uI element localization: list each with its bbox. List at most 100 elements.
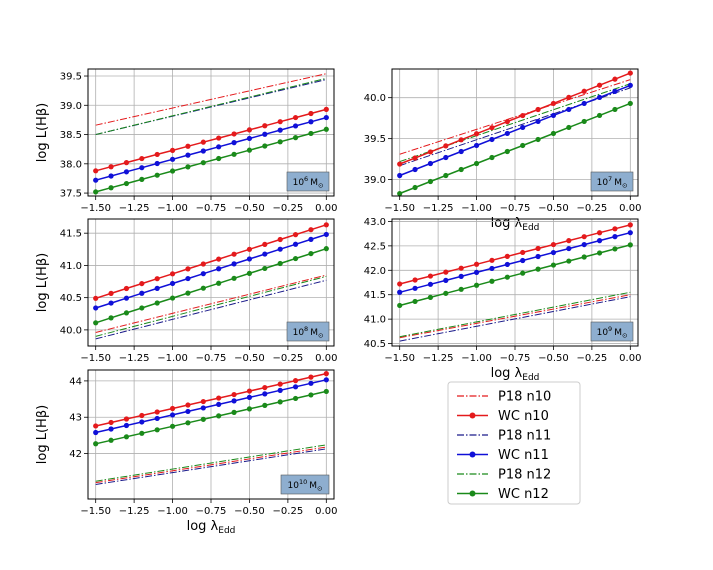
series-wc-n11-point: [185, 152, 191, 158]
series-wc-n10-point: [596, 82, 603, 88]
series-wc-n10-point: [504, 119, 510, 125]
y-tick-label: 40.0: [60, 325, 82, 336]
y-tick-label: 43.0: [364, 217, 386, 228]
mass-annotation-label: 107 M⊙: [597, 175, 628, 190]
series-wc-n12-point: [323, 126, 329, 132]
y-tick-label: 40.0: [364, 93, 386, 104]
series-wc-n11-point: [154, 160, 160, 167]
y-tick-label: 41.0: [364, 315, 386, 326]
x-tick-label: −1.25: [119, 506, 150, 517]
series-wc-n10-line: [399, 224, 631, 285]
series-wc-n12-point: [185, 420, 191, 426]
series-wc-n12-point: [489, 154, 495, 161]
series-wc-n10-point: [169, 405, 176, 412]
series-wc-n11-point: [169, 156, 176, 162]
series-wc-n11-point: [443, 154, 449, 161]
series-wc-n10-point: [581, 88, 587, 94]
legend-label-wc-n11: WC n11: [498, 448, 549, 463]
x-tick-label: −1.00: [157, 506, 188, 517]
series-wc-n11-point: [323, 377, 329, 383]
y-tick-label: 40.5: [60, 293, 82, 304]
series-wc-n12-point: [627, 100, 633, 107]
x-tick-label: −1.50: [80, 353, 111, 364]
series-wc-n10-point: [292, 114, 299, 121]
series-wc-n11-point: [216, 266, 222, 272]
series-wc-n11-point: [535, 118, 541, 125]
x-tick-label: 0.00: [619, 203, 641, 214]
x-axis-label: log λEdd: [491, 216, 540, 233]
series-wc-n11-point: [581, 241, 587, 248]
series-wc-n10-point: [231, 391, 237, 398]
series-wc-n12-point: [566, 124, 572, 131]
x-tick-label: 0.00: [315, 203, 337, 214]
series-wc-n11-point: [596, 94, 603, 101]
y-tick-label: 41.5: [60, 229, 82, 240]
mass-annotation-box: [590, 171, 634, 192]
x-tick-label: −0.50: [234, 353, 265, 364]
series-wc-n12-point: [93, 320, 99, 326]
series-wc-n12-point: [154, 172, 160, 178]
series-wc-n10-point: [246, 388, 253, 394]
series-wc-n10-point: [93, 295, 99, 301]
series-wc-n11-point: [123, 295, 130, 301]
series-wc-n11-point: [231, 261, 237, 267]
mass-annotation-label: 108 M⊙: [293, 325, 324, 340]
series-wc-n11-point: [216, 401, 222, 407]
series-wc-n11-point: [612, 234, 618, 240]
y-tick-label: 42: [69, 449, 82, 460]
series-wc-n10-point: [308, 110, 314, 117]
series-wc-n11-line: [95, 233, 327, 309]
series-wc-n10-point: [123, 160, 130, 166]
series-group: [93, 222, 329, 340]
series-wc-n11-point: [262, 131, 268, 137]
series-wc-n12-point: [200, 160, 206, 166]
series-group: [397, 222, 633, 342]
series-wc-n11-point: [397, 289, 403, 295]
series-wc-n10-point: [231, 251, 237, 257]
x-tick-label: −1.50: [384, 353, 415, 364]
series-wc-n11-point: [308, 380, 314, 386]
series-wc-n12-point: [612, 246, 618, 252]
series-group: [93, 73, 329, 195]
series-wc-n10-point: [200, 139, 206, 145]
series-wc-n10-point: [123, 285, 130, 292]
x-tick-label: −1.00: [461, 353, 492, 364]
series-p18-n12-line: [95, 275, 327, 337]
series-wc-n11-point: [520, 124, 526, 131]
series-wc-n10-point: [308, 374, 314, 380]
y-tick-label: 41.5: [364, 290, 386, 301]
series-wc-n10-point: [200, 261, 206, 267]
series-wc-n12-line: [95, 390, 327, 445]
panel-1e7-msun: −1.50 −1.25 −1.00 −0.75 −0.50 −0.25 0.00 39.0 39…: [364, 68, 641, 233]
series-wc-n11-point: [292, 241, 299, 247]
series-wc-n12-point: [566, 258, 572, 264]
series-wc-n12-point: [323, 388, 329, 395]
series-wc-n11-point: [216, 144, 222, 150]
series-wc-n12-point: [308, 130, 314, 137]
legend-label-p18-n12: P18 n12: [498, 468, 551, 483]
series-wc-n11-point: [627, 230, 633, 236]
series-wc-n11-point: [308, 119, 314, 125]
series-wc-n12-point: [443, 172, 449, 179]
series-wc-n11-point: [93, 305, 99, 311]
series-wc-n11-point: [246, 135, 253, 142]
series-wc-n11-point: [246, 394, 253, 400]
series-wc-n10-point: [139, 155, 145, 162]
series-wc-n10-point: [566, 94, 572, 100]
series-wc-n11-point: [412, 285, 418, 291]
series-wc-n11-point: [581, 100, 587, 107]
series-wc-n12-point: [185, 164, 191, 170]
series-wc-n11-point: [139, 419, 145, 425]
series-wc-n12-line: [95, 247, 327, 324]
series-wc-n12-line: [399, 244, 631, 307]
series-wc-n10-point: [443, 143, 449, 149]
series-wc-n11-point: [427, 160, 434, 167]
series-wc-n10-point: [550, 241, 557, 248]
series-wc-n10-line: [95, 224, 327, 300]
series-wc-n11-point: [262, 251, 268, 257]
series-wc-n12-point: [246, 270, 253, 276]
series-wc-n10-point: [550, 100, 557, 107]
series-wc-n12-point: [262, 402, 268, 408]
series-wc-n11-point: [93, 177, 99, 183]
